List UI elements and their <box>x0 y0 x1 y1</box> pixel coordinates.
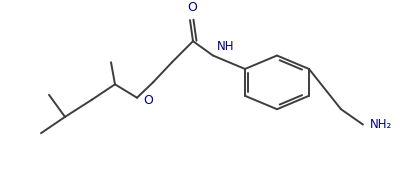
Text: O: O <box>187 1 196 14</box>
Text: O: O <box>143 94 153 107</box>
Text: NH: NH <box>217 40 234 53</box>
Text: NH₂: NH₂ <box>369 118 391 131</box>
